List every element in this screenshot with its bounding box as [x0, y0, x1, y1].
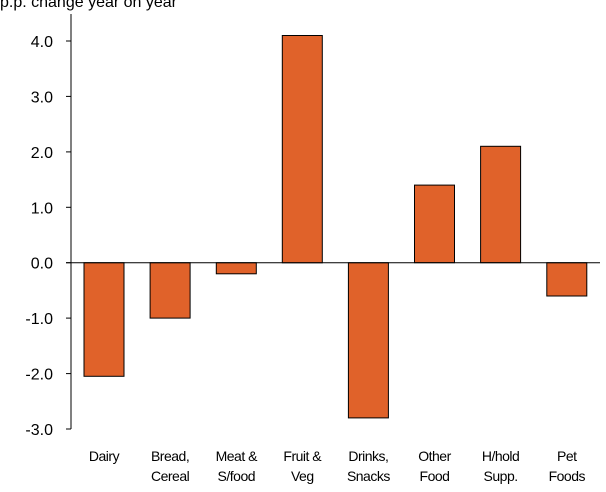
x-tick-label-line: Bread, [151, 448, 189, 464]
x-tick-label-line: Veg [291, 468, 314, 484]
chart-title: p.p. change year on year [0, 0, 178, 11]
y-tick-label: -1.0 [25, 311, 53, 328]
x-tick-label-line: Pet [557, 448, 577, 464]
axes-group [66, 14, 600, 430]
x-tick-label-line: Other [418, 448, 451, 464]
bar-3 [215, 262, 257, 275]
x-tick-label-line: Foods [549, 468, 586, 484]
bar-2 [149, 262, 191, 319]
y-tick-label: 0.0 [31, 256, 53, 273]
bar-6 [414, 184, 455, 264]
x-tick-label: Bread, Cereal [151, 448, 190, 484]
x-tick-label: Dairy [89, 448, 120, 464]
x-tick-labels: Dairy Bread, Cereal Meat & S/food Fruit & Veg D… [89, 448, 586, 484]
x-tick-label: Drinks, Snacks [347, 448, 390, 484]
y-tick-label: 3.0 [31, 89, 53, 106]
x-tick-label-line: Fruit & [283, 448, 322, 464]
y-tick-label: -2.0 [25, 367, 53, 384]
x-tick-label-line: Food [420, 468, 450, 484]
bar-5 [347, 262, 389, 419]
bars-group [83, 35, 588, 419]
bar-7 [480, 145, 522, 264]
x-tick-label-line: S/food [218, 468, 255, 484]
x-tick-label-line: Cereal [151, 468, 190, 484]
x-tick-label-line: Snacks [347, 468, 390, 484]
bar-4 [281, 35, 323, 264]
y-tick-label: -3.0 [25, 422, 53, 439]
x-tick-label: Fruit & Veg [283, 448, 322, 484]
x-tick-label-line: H/hold [482, 448, 519, 464]
x-tick-label-line: Drinks, [348, 448, 388, 464]
y-tick-label: 2.0 [31, 145, 53, 162]
x-tick-label-line: Supp. [484, 468, 518, 484]
x-tick-label: Pet Foods [549, 448, 586, 484]
x-tick-label-line: Meat & [216, 448, 259, 464]
x-tick-label: Other Food [418, 448, 451, 484]
y-tick-labels: 4.0 3.0 2.0 1.0 0.0 -1.0 -2.0 -3.0 [25, 34, 53, 439]
bar-8 [546, 262, 588, 297]
x-tick-label: H/hold Supp. [482, 448, 519, 484]
x-tick-label: Meat & S/food [216, 448, 259, 484]
y-tick-label: 4.0 [31, 34, 53, 51]
bar-1 [83, 262, 125, 377]
y-tick-label: 1.0 [31, 200, 53, 217]
x-tick-label-line: Dairy [89, 448, 120, 464]
